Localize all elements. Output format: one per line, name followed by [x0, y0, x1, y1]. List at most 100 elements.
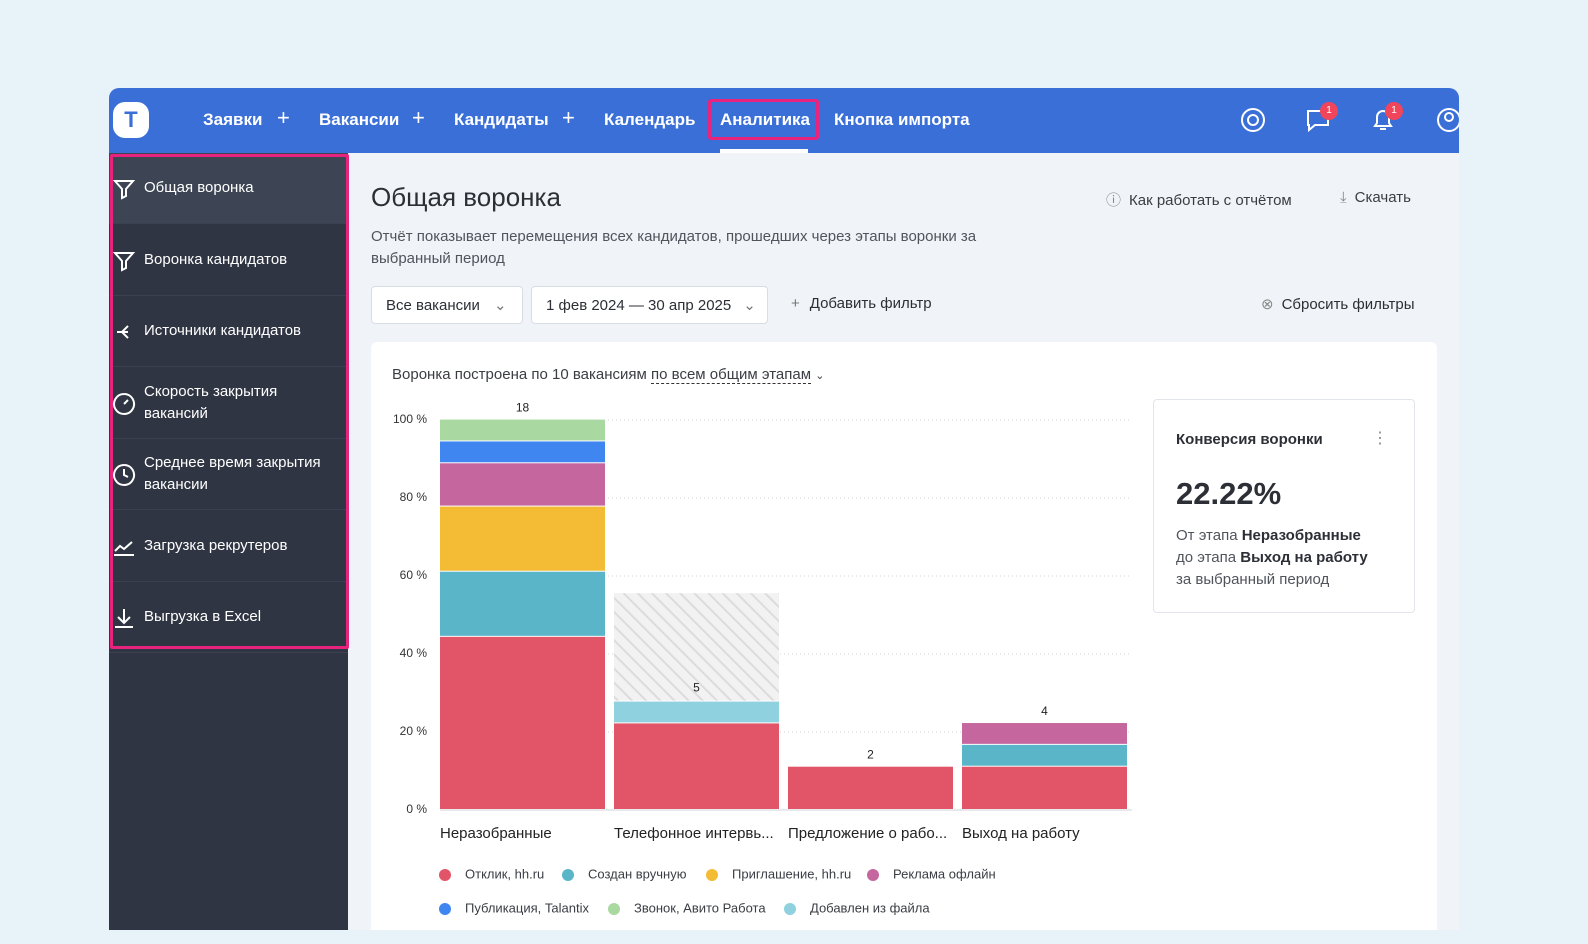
sidebar-label: Общая воронка: [144, 179, 254, 196]
sidebar-item[interactable]: Воронка кандидатов: [109, 225, 348, 296]
highlight-frame: [708, 99, 819, 140]
legend-label: Публикация, Talantix: [465, 900, 589, 915]
sidebar-item[interactable]: Выгрузка в Excel: [109, 582, 348, 653]
bar-total: 2: [867, 748, 874, 762]
active-underline: [720, 149, 808, 153]
x-tick-label: Предложение о рабо...: [788, 825, 947, 842]
nav-item-active[interactable]: Аналитика: [720, 110, 810, 129]
sidebar-icon: [112, 180, 136, 200]
legend-swatch: [706, 869, 718, 881]
user-icon[interactable]: [1436, 107, 1459, 133]
description: Отчёт показывает перемещения всех кандид…: [371, 228, 977, 267]
bar-segment: [440, 441, 605, 463]
add-icon[interactable]: +: [562, 105, 575, 130]
bar-segment: [440, 419, 605, 441]
stage-from: Неразобранные: [1241, 527, 1361, 544]
conversion-text: От этапа Неразобранные до этапа Выход на…: [1176, 525, 1406, 591]
legend-swatch: [439, 869, 451, 881]
sidebar-item[interactable]: Загрузка рекрутеров: [109, 511, 348, 582]
sidebar-icon: [113, 392, 136, 415]
legend-label: Звонок, Авито Работа: [634, 900, 766, 915]
page-title: Общая воронка: [371, 182, 561, 212]
nav-item[interactable]: Заявки: [203, 110, 263, 129]
bar-total: 18: [516, 401, 530, 415]
nav-item[interactable]: Кандидаты: [454, 110, 549, 129]
sidebar-item[interactable]: Источники кандидатов: [109, 296, 348, 367]
conversion-title: Конверсия воронки: [1176, 431, 1323, 448]
legend-label: Реклама офлайн: [893, 866, 996, 881]
nav-item[interactable]: Вакансии: [319, 110, 400, 129]
bar-segment: [440, 463, 605, 506]
download-link[interactable]: ⤓ Скачать: [1340, 189, 1411, 206]
stage-to: Выход на работу: [1240, 549, 1368, 566]
bar-segment: [962, 766, 1127, 809]
y-tick-label: 100 %: [393, 412, 427, 426]
x-tick-label: Телефонное интервь...: [614, 825, 774, 842]
filter-text: 1 фев 2024 — 30 апр 2025: [546, 296, 732, 314]
legend-label: Отклик, hh.ru: [465, 866, 544, 881]
filter-text: Все вакансии: [386, 296, 480, 314]
y-tick-label: 80 %: [400, 490, 428, 504]
sidebar-item[interactable]: Среднее время закрытия вакансии: [109, 439, 348, 510]
help-link[interactable]: ⓘ Как работать с отчётом: [1106, 192, 1292, 209]
legend-swatch: [608, 903, 620, 915]
logo[interactable]: T: [113, 102, 149, 138]
legend-label: Приглашение, hh.ru: [732, 866, 851, 881]
badge: 1: [1385, 102, 1403, 120]
text: до этапа: [1176, 549, 1237, 566]
add-icon[interactable]: +: [277, 105, 290, 130]
legend-swatch: [867, 869, 879, 881]
legend-swatch: [562, 869, 574, 881]
sidebar-icon: [112, 251, 136, 272]
bar-segment: [614, 701, 779, 723]
reset-filters[interactable]: ⊗ Сбросить фильтры: [1261, 296, 1415, 313]
add-icon[interactable]: +: [412, 105, 425, 130]
y-tick-label: 20 %: [400, 724, 428, 738]
bar-segment: [962, 723, 1127, 744]
sidebar: Общая воронка Воронка кандидатов Источники…: [109, 153, 348, 930]
x-tick-label: Выход на работу: [962, 825, 1080, 842]
nav-item[interactable]: Кнопка импорта: [834, 110, 970, 129]
sidebar-label: Источники кандидатов: [144, 322, 302, 339]
period-filter[interactable]: 1 фев 2024 — 30 апр 2025 ⌄: [531, 286, 768, 324]
badge: 1: [1320, 102, 1338, 120]
sidebar-icon: [113, 464, 136, 486]
sidebar-label: Воронка кандидатов: [144, 250, 288, 268]
sidebar-label: Среднее время закрытия вакансии: [144, 454, 321, 493]
bar-total: 5: [693, 681, 700, 695]
bar-total: 4: [1041, 704, 1048, 718]
sidebar-label: Загрузка рекрутеров: [144, 536, 288, 554]
sidebar-item[interactable]: Скорость закрытия вакансий: [109, 368, 348, 439]
sidebar-item[interactable]: Общая воронка: [109, 153, 348, 224]
sidebar-icon: [117, 325, 129, 339]
hatched-segment: [614, 593, 779, 701]
bar-segment: [440, 571, 605, 636]
sidebar-icon: [114, 540, 134, 556]
sidebar-label: Выгрузка в Excel: [144, 608, 262, 625]
legend-swatch: [784, 903, 796, 915]
support-icon[interactable]: [1240, 107, 1266, 133]
menu-icon[interactable]: ⋮: [1372, 430, 1388, 447]
conversion-card: Конверсия воронки ⋮ 22.22% От этапа Нера…: [1153, 399, 1415, 613]
legend-swatch: [439, 903, 451, 915]
nav-item[interactable]: Календарь: [604, 110, 696, 129]
bar-segment: [788, 766, 953, 809]
x-tick-label: Неразобранные: [440, 825, 552, 842]
top-bar: T Заявки + Вакансии + Кандидаты + Календ…: [109, 88, 1459, 153]
basis-line: Воронка построена по 10 вакансиям по все…: [392, 366, 825, 384]
legend-label: Создан вручную: [588, 866, 687, 881]
bar-segment: [440, 636, 605, 809]
basis-text: Воронка построена по 10 вакансиям: [392, 366, 647, 383]
add-filter-text: Добавить фильтр: [809, 295, 932, 312]
y-tick-label: 40 %: [400, 646, 428, 660]
y-tick-label: 60 %: [400, 568, 428, 582]
vacancy-filter[interactable]: Все вакансии ⌄: [371, 286, 523, 324]
sidebar-icon: [115, 609, 133, 628]
report-card: Воронка построена по 10 вакансиям по все…: [371, 342, 1437, 930]
sidebar-label: Скорость закрытия вакансий: [144, 382, 278, 422]
basis-link[interactable]: по всем общим этапам: [651, 366, 812, 384]
chart: 0 % 20 % 40 % 60 % 80 % 100 % 18 Неразобранные 5…: [393, 401, 1132, 915]
add-filter[interactable]: + Добавить фильтр: [791, 295, 932, 312]
conversion-value: 22.22%: [1176, 476, 1282, 511]
